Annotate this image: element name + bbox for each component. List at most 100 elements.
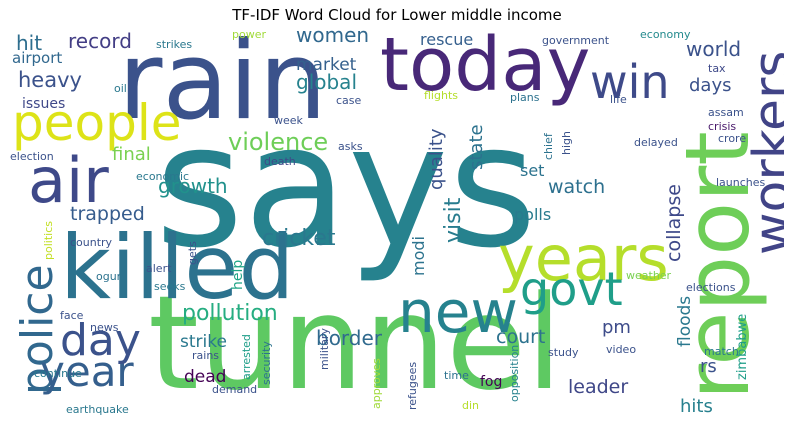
word-new: new: [398, 278, 518, 346]
word-demand: demand: [212, 383, 257, 396]
word-high: high: [560, 131, 573, 155]
word-gets: gets: [186, 241, 199, 265]
word-modi: modi: [409, 236, 428, 276]
word-issues: issues: [22, 96, 65, 112]
word-week: week: [274, 114, 304, 127]
word-crore: crore: [718, 132, 746, 145]
word-din: din: [462, 399, 479, 412]
word-video: video: [606, 343, 636, 356]
word-polls: polls: [514, 205, 551, 224]
word-refugees: refugees: [406, 362, 419, 410]
word-state: state: [466, 124, 487, 170]
word-assam: assam: [708, 106, 744, 119]
word-country: country: [70, 236, 113, 249]
word-tax: tax: [708, 62, 726, 75]
word-alert: alert: [146, 262, 172, 275]
chart-title: TF-IDF Word Cloud for Lower middle incom…: [232, 6, 562, 24]
word-time: time: [444, 369, 469, 382]
word-year: year: [40, 347, 134, 396]
word-zimbabwe: zimbabwe: [735, 314, 750, 380]
word-plans: plans: [510, 91, 540, 104]
word-today: today: [380, 30, 590, 108]
word-life: life: [610, 93, 627, 106]
word-seeks: seeks: [154, 280, 186, 293]
word-politics: politics: [42, 221, 55, 260]
word-win: win: [590, 55, 670, 109]
word-govt: govt: [520, 262, 623, 316]
word-heavy: heavy: [18, 68, 82, 92]
word-arrested: arrested: [240, 334, 253, 380]
word-dead: dead: [184, 367, 226, 387]
word-strike: strike: [180, 332, 227, 352]
word-killed: killed: [60, 216, 294, 319]
word-help: help: [230, 260, 246, 290]
word-flights: flights: [424, 89, 458, 102]
word-pm: pm: [602, 317, 631, 338]
word-visit: visit: [441, 197, 466, 243]
word-delayed: delayed: [634, 136, 678, 149]
word-fog: fog: [480, 374, 502, 390]
word-news: news: [90, 321, 119, 334]
word-pollution: pollution: [182, 301, 278, 326]
word-watch: watch: [548, 176, 605, 198]
word-police: police: [12, 264, 63, 395]
word-security: security: [260, 341, 273, 385]
word-chief: chief: [542, 132, 555, 160]
word-election: election: [10, 150, 54, 163]
word-world: world: [686, 37, 741, 61]
word-rescue: rescue: [420, 30, 473, 49]
word-approves: approves: [370, 358, 383, 409]
word-match: match: [704, 345, 739, 358]
word-trapped: trapped: [70, 203, 145, 225]
word-hit: hit: [16, 31, 42, 55]
word-growth: growth: [158, 174, 228, 198]
word-strikes: strikes: [156, 38, 192, 51]
word-border: border: [316, 326, 383, 350]
word-cricket: cricket: [262, 226, 336, 251]
word-women: women: [296, 30, 369, 47]
word-day: day: [60, 315, 141, 366]
word-people: people: [12, 94, 181, 152]
word-says: says: [155, 88, 537, 286]
word-rain: rain: [118, 30, 327, 144]
word-economic: economic: [136, 170, 189, 183]
word-floods: floods: [675, 296, 695, 347]
word-face: face: [60, 309, 84, 322]
word-leader: leader: [568, 376, 628, 398]
word-power: power: [232, 30, 266, 41]
word-case: case: [336, 94, 362, 107]
word-collapse: collapse: [663, 184, 685, 262]
word-opposition: opposition: [508, 345, 521, 402]
word-tunnel: tunnel: [148, 267, 562, 419]
word-asks: asks: [338, 140, 363, 153]
word-air: air: [28, 144, 109, 217]
word-study: study: [548, 346, 579, 359]
word-days: days: [689, 75, 732, 96]
word-ogun: ogun: [96, 270, 124, 283]
word-cloud: says tunnel rain killed report today years new a…: [10, 30, 784, 422]
word-continue: continue: [34, 367, 82, 380]
word-violence: violence: [228, 128, 328, 156]
word-workers: workers: [743, 51, 784, 255]
word-military: military: [318, 328, 331, 370]
word-oil: oil: [114, 82, 127, 95]
word-earthquake: earthquake: [66, 403, 129, 416]
word-court: court: [496, 326, 545, 348]
word-death: death: [264, 155, 296, 168]
word-government: government: [542, 34, 610, 47]
word-economy: economy: [640, 30, 691, 41]
word-quality: quality: [426, 128, 447, 190]
word-airport: airport: [12, 49, 62, 67]
word-global: global: [296, 70, 357, 94]
word-market: market: [296, 55, 357, 75]
word-rs: rs: [700, 356, 717, 377]
word-years: years: [498, 222, 669, 295]
word-elections: elections: [686, 281, 736, 294]
word-record: record: [68, 30, 132, 53]
word-set: set: [520, 161, 544, 180]
word-weather: weather: [626, 269, 672, 282]
word-report: report: [666, 131, 769, 400]
word-final: final: [112, 144, 151, 165]
word-hits: hits: [680, 396, 713, 417]
